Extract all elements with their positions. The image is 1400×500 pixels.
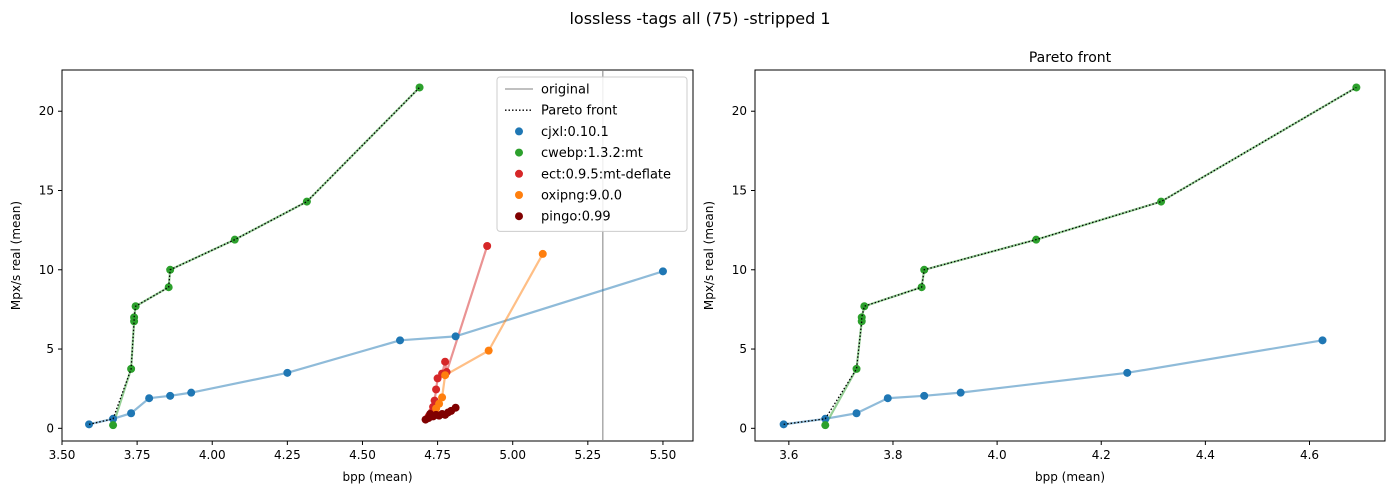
legend-marker <box>515 127 523 136</box>
data-point <box>538 249 547 258</box>
data-point <box>821 421 830 430</box>
legend-marker <box>515 169 523 178</box>
y-tick-label: 20 <box>39 104 54 118</box>
series-line <box>824 86 1357 426</box>
legend-label: ect:0.9.5:mt-deflate <box>541 167 671 182</box>
y-tick-label: 5 <box>46 342 54 356</box>
y-tick-label: 0 <box>46 421 54 435</box>
plot-area <box>754 69 1386 442</box>
x-tick-label: 4.4 <box>1196 448 1215 462</box>
data-point <box>883 394 892 403</box>
x-tick-label: 4.0 <box>988 448 1007 462</box>
x-tick-label: 4.00 <box>199 448 226 462</box>
series-line <box>435 253 544 410</box>
y-tick-label: 10 <box>39 263 54 277</box>
y-axis-label: Mpx/s real (mean) <box>702 201 716 310</box>
legend-label: cjxl:0.10.1 <box>541 125 609 140</box>
legend-box <box>496 76 688 232</box>
x-tick-label: 3.75 <box>124 448 151 462</box>
data-point <box>127 409 136 418</box>
data-point <box>852 409 861 418</box>
legend-marker <box>515 191 523 199</box>
data-point <box>484 346 493 355</box>
data-point <box>852 364 861 373</box>
x-tick-label: 3.50 <box>49 448 76 462</box>
data-point <box>396 336 405 345</box>
legend-label: oxipng:9.0.0 <box>541 189 622 204</box>
chart-right: 3.6 3.8 4.0 4.2 4.4 4.6 0 5 10 15 20 bpp (mean) Mpx/… <box>702 50 1386 484</box>
y-tick-label: 15 <box>732 183 747 197</box>
y-tick-label: 15 <box>39 183 54 197</box>
x-tick-label: 3.8 <box>883 448 902 462</box>
x-tick-label: 5.50 <box>650 448 677 462</box>
data-point <box>441 371 450 380</box>
x-tick-label: 4.6 <box>1300 448 1319 462</box>
data-point <box>451 332 460 341</box>
y-axis-label: Mpx/s real (mean) <box>9 201 23 310</box>
data-point <box>230 235 239 244</box>
data-point <box>1318 336 1327 345</box>
data-point <box>435 399 444 408</box>
data-point <box>415 83 424 92</box>
x-axis-label: bpp (mean) <box>342 470 412 484</box>
data-point <box>451 403 460 412</box>
series-line <box>783 339 1323 426</box>
y-tick-label: 10 <box>732 263 747 277</box>
chart-left: 3.50 3.75 4.00 4.25 4.50 4.75 5.00 5.25 5.50 0 5 10… <box>9 69 694 484</box>
legend-marker <box>515 148 523 157</box>
chart-title: Pareto front <box>1029 50 1112 66</box>
data-point <box>109 421 118 430</box>
data-point <box>438 393 447 402</box>
x-tick-label: 4.25 <box>274 448 301 462</box>
data-point <box>130 313 139 322</box>
data-point <box>483 241 492 250</box>
legend-label: original <box>541 83 590 98</box>
series-line <box>88 270 664 426</box>
series-line <box>112 86 421 426</box>
data-point <box>658 267 667 276</box>
y-tick-label: 20 <box>732 104 747 118</box>
x-tick-label: 5.25 <box>574 448 601 462</box>
data-point <box>166 391 175 400</box>
data-point <box>432 385 441 394</box>
data-point <box>860 302 869 311</box>
legend-label: pingo:0.99 <box>541 210 611 225</box>
y-tick-label: 5 <box>739 342 747 356</box>
data-point <box>187 388 196 397</box>
x-tick-label: 5.00 <box>499 448 526 462</box>
data-point <box>145 394 154 403</box>
x-tick-label: 3.6 <box>779 448 798 462</box>
x-tick-label: 4.2 <box>1092 448 1111 462</box>
legend-marker <box>515 212 523 221</box>
data-point <box>956 388 965 397</box>
plot-area <box>61 69 694 442</box>
data-point <box>857 313 866 322</box>
x-axis-label: bpp (mean) <box>1035 470 1105 484</box>
legend-label: Pareto front <box>541 104 617 119</box>
y-tick-label: 0 <box>739 421 747 435</box>
legend-label: cwebp:1.3.2:mt <box>541 146 643 161</box>
data-point <box>1123 368 1132 377</box>
pareto-front-line <box>88 86 421 425</box>
data-point <box>302 197 311 206</box>
figure-title: lossless -tags all (75) -stripped 1 <box>569 9 830 28</box>
pareto-front-line <box>783 86 1357 425</box>
data-point <box>1157 197 1166 206</box>
data-point <box>920 391 929 400</box>
legend: original Pareto front cjxl:0.10.1 cwebp:1.3… <box>496 76 688 232</box>
data-point <box>283 368 292 377</box>
x-tick-label: 4.50 <box>349 448 376 462</box>
x-tick-label: 4.75 <box>424 448 451 462</box>
data-point <box>441 357 450 366</box>
